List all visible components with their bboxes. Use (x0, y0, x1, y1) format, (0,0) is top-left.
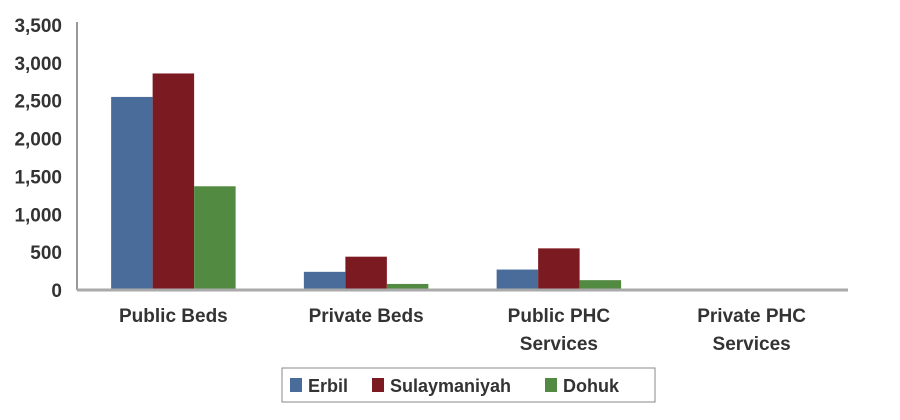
legend-box (281, 367, 656, 403)
legend-swatch-sulaymaniyah (372, 378, 384, 392)
x-category-label: Public PHC (508, 306, 611, 327)
x-category-label: Services (713, 334, 791, 355)
legend-swatch-erbil (290, 378, 302, 392)
legend-label-erbil: Erbil (308, 376, 348, 396)
legend-label-dohuk: Dohuk (563, 376, 620, 396)
x-category-label: Private PHC (697, 306, 806, 327)
y-tick-label: 1,000 (14, 205, 62, 226)
bar-erbil-1 (303, 271, 346, 290)
bar-erbil-0 (111, 96, 153, 290)
bar-dohuk-1 (386, 283, 429, 290)
y-tick-label: 1,500 (14, 167, 62, 188)
y-tick-label: 2,500 (14, 92, 62, 113)
y-tick-label: 3,500 (14, 16, 62, 37)
bar-sulaymaniyah-0 (152, 73, 195, 290)
x-category-label: Private Beds (309, 306, 424, 327)
bar-sulaymaniyah-1 (345, 256, 387, 290)
bar-dohuk-0 (194, 186, 236, 290)
y-tick-label: 2,000 (14, 130, 62, 151)
bar-erbil-2 (496, 269, 539, 290)
y-tick-label: 500 (30, 243, 62, 264)
bar-dohuk-2 (579, 280, 622, 290)
legend-swatch-dohuk (545, 378, 557, 392)
legend-label-sulaymaniyah: Sulaymaniyah (390, 376, 511, 396)
bar-sulaymaniyah-2 (538, 248, 580, 290)
y-tick-label: 0 (51, 281, 62, 302)
x-category-label: Services (520, 334, 598, 355)
x-category-label: Public Beds (119, 306, 228, 327)
y-tick-label: 3,000 (14, 54, 62, 75)
